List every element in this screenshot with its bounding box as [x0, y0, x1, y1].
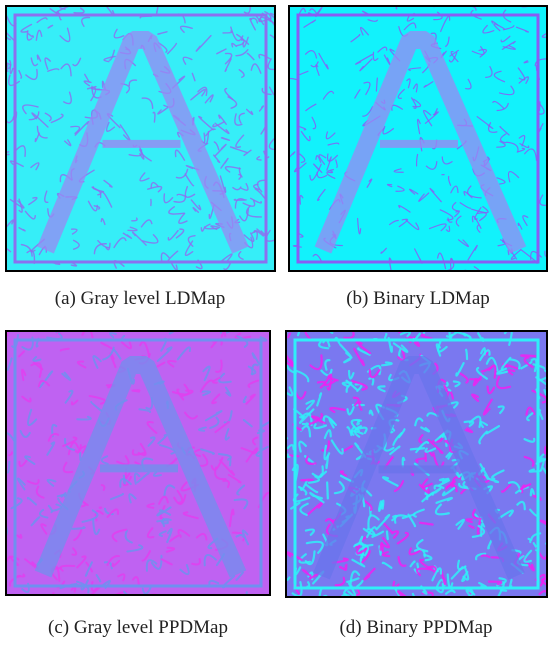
texture [301, 480, 312, 481]
caption: (a) Gray level LDMap [55, 288, 225, 309]
caption: (b) Binary LDMap [346, 288, 490, 309]
texture [357, 420, 361, 421]
texture [206, 596, 208, 605]
image-content [0, 321, 277, 604]
texture [288, 334, 290, 338]
texture [327, 482, 328, 498]
texture [362, 271, 369, 277]
image [285, 0, 548, 277]
image-content [277, 319, 548, 609]
image [0, 321, 277, 604]
image [277, 319, 548, 609]
texture [521, 355, 535, 356]
texture [234, 199, 246, 200]
image-content [0, 0, 283, 272]
texture [3, 550, 5, 556]
texture [121, 0, 132, 6]
texture [365, 545, 372, 546]
texture [0, 125, 5, 138]
texture [34, 596, 41, 602]
texture [510, 580, 511, 587]
texture [281, 320, 295, 331]
texture [203, 323, 217, 330]
image [0, 0, 283, 272]
texture [387, 531, 388, 538]
texture [100, 507, 102, 508]
texture [466, 350, 467, 359]
caption: (c) Gray level PPDMap [48, 617, 228, 638]
texture [346, 565, 347, 570]
image-content [285, 0, 548, 277]
texture [380, 543, 382, 551]
caption: (d) Binary PPDMap [339, 617, 492, 638]
texture [385, 334, 386, 338]
texture [303, 424, 309, 425]
figure: (a) Gray level LDMap (b) Binary LDMap (c) … [0, 0, 548, 645]
texture [132, 390, 139, 391]
